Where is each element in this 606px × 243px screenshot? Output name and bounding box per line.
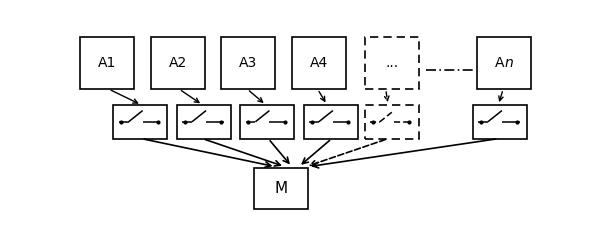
- FancyBboxPatch shape: [292, 37, 346, 89]
- Text: A1: A1: [98, 56, 116, 70]
- FancyBboxPatch shape: [221, 37, 275, 89]
- Text: A: A: [495, 56, 504, 70]
- FancyBboxPatch shape: [478, 37, 531, 89]
- FancyBboxPatch shape: [240, 105, 294, 139]
- FancyBboxPatch shape: [151, 37, 205, 89]
- FancyBboxPatch shape: [365, 105, 419, 139]
- Text: A4: A4: [310, 56, 328, 70]
- FancyBboxPatch shape: [177, 105, 231, 139]
- FancyBboxPatch shape: [473, 105, 527, 139]
- Text: M: M: [275, 181, 288, 196]
- Text: n: n: [504, 56, 513, 70]
- FancyBboxPatch shape: [81, 37, 135, 89]
- FancyBboxPatch shape: [113, 105, 167, 139]
- Text: A3: A3: [239, 56, 258, 70]
- Text: A2: A2: [169, 56, 187, 70]
- FancyBboxPatch shape: [255, 168, 308, 209]
- FancyBboxPatch shape: [304, 105, 358, 139]
- Text: ...: ...: [385, 56, 398, 70]
- FancyBboxPatch shape: [365, 37, 419, 89]
